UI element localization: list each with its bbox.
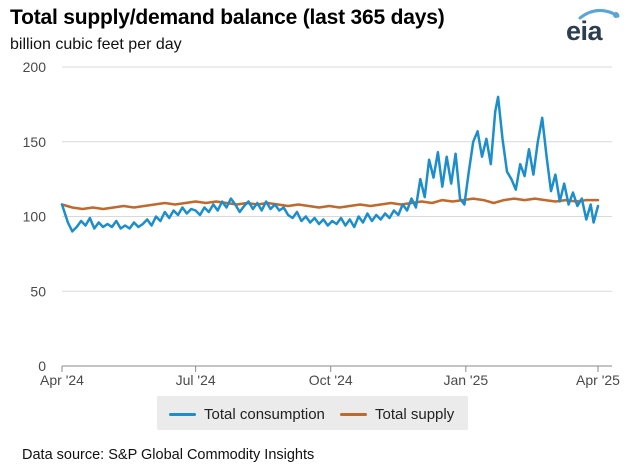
series-line-consumption — [60, 95, 600, 233]
legend-label-supply: Total supply — [375, 405, 455, 423]
y-tick-label: 150 — [23, 134, 47, 150]
eia-logo-arc — [578, 9, 620, 20]
logo-text: eia — [566, 16, 603, 46]
x-axis: Apr '24 Jul '24 Oct '24 Jan '25 Apr '25 — [40, 366, 620, 388]
eia-logo-icon[interactable]: eia — [562, 6, 622, 46]
legend-item-supply[interactable]: Total supply — [340, 405, 454, 423]
data-source-note: Data source: S&P Global Commodity Insigh… — [22, 447, 315, 463]
y-tick-label: 200 — [23, 59, 47, 75]
x-tick-label: Apr '24 — [40, 372, 84, 388]
legend-item-consumption[interactable]: Total consumption — [169, 405, 325, 423]
chart-grid: 0 50 100 150 200 — [23, 59, 612, 374]
chart-subtitle: billion cubic feet per day — [10, 36, 182, 53]
chart-legend: Total consumption Total supply — [157, 396, 468, 430]
x-tick-label: Oct '24 — [309, 372, 353, 388]
legend-swatch-consumption — [169, 412, 196, 416]
y-tick-label: 100 — [23, 209, 47, 225]
chart-title: Total supply/demand balance (last 365 da… — [10, 6, 445, 29]
legend-label-consumption: Total consumption — [204, 405, 325, 423]
y-tick-label: 0 — [38, 358, 46, 374]
x-tick-label: Jul '24 — [176, 372, 216, 388]
legend-swatch-supply — [340, 412, 367, 416]
x-tick-label: Jan '25 — [443, 372, 488, 388]
series-line-supply — [60, 197, 600, 211]
chart-series — [60, 95, 600, 233]
x-tick-label: Apr '25 — [576, 372, 620, 388]
y-tick-label: 50 — [30, 283, 46, 299]
line-chart: 0 50 100 150 200 Apr '24 Jul '24 Oct '24 Jan '2… — [23, 59, 621, 388]
